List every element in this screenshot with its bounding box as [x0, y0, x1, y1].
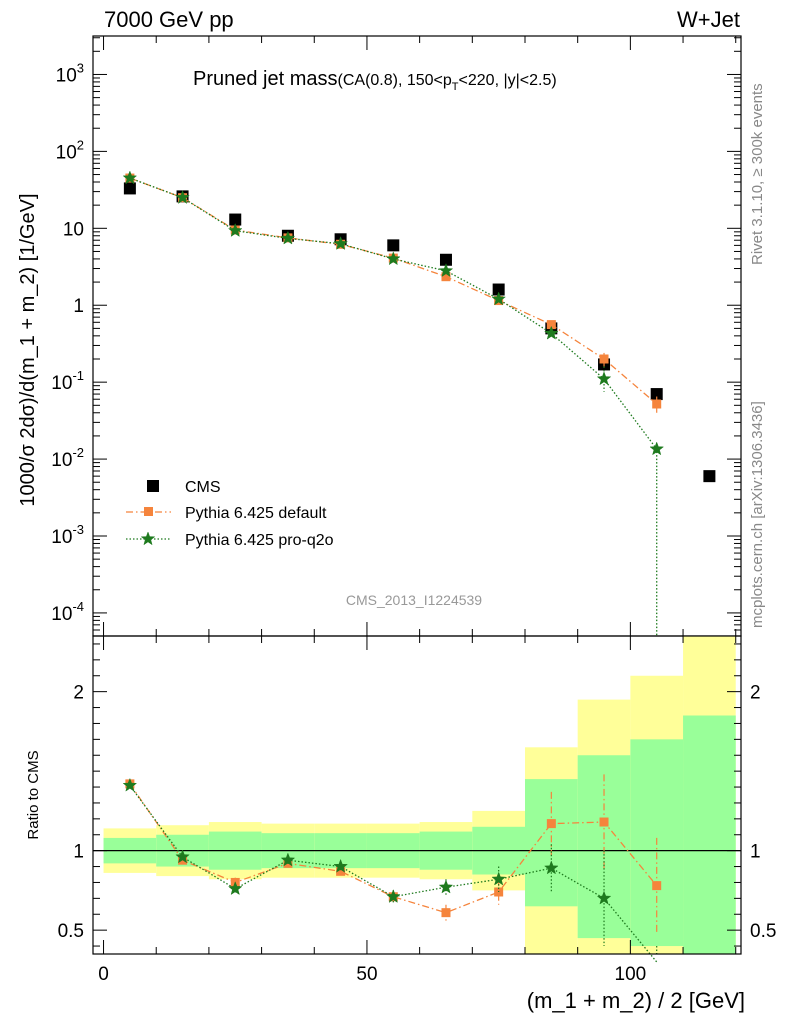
- ratio-ticks: [93, 636, 741, 954]
- x-tick-label: 100: [615, 964, 647, 985]
- main-ticks: [93, 36, 741, 636]
- pythia-proq2o-ratio-point: [596, 890, 612, 905]
- pythia-proq2o-ratio-point: [385, 889, 401, 903]
- pythia-proq2o-ratio-point: [333, 858, 348, 873]
- cms-data-point: [123, 182, 136, 195]
- ratio-y-tick-label-right: 1: [750, 842, 761, 863]
- legend-cms-marker: [147, 480, 159, 492]
- pythia-default-ratio-point: [599, 817, 609, 827]
- main-y-tick-label: 10-1: [51, 368, 84, 394]
- header-right: W+Jet: [677, 7, 740, 32]
- legend-default-label: Pythia 6.425 default: [185, 505, 327, 522]
- pythia-proq2o-data-point: [333, 235, 348, 250]
- pythia-proq2o-data-point: [227, 222, 243, 237]
- ratio-y-tick-label-left: 0.5: [58, 921, 84, 942]
- pythia-proq2o-data-point: [438, 263, 454, 278]
- legend-cms-label: CMS: [185, 479, 221, 496]
- main-title: Pruned jet mass(CA(0.8), 150<pT<220, |y|…: [193, 68, 557, 93]
- pythia-default-ratio-point: [441, 908, 451, 918]
- x-tick-label: 0: [98, 964, 109, 985]
- main-y-tick-label: 1: [73, 296, 84, 317]
- ratio-y-tick-label-left: 1: [73, 842, 84, 863]
- pythia-default-data-point: [652, 399, 662, 409]
- x-tick-label: 50: [356, 964, 377, 985]
- mcplots-reference-label: mcplots.cern.ch [arXiv:1306.3436]: [749, 401, 766, 628]
- main-y-tick-label: 10-4: [51, 599, 84, 625]
- pythia-proq2o-data-point: [280, 230, 296, 245]
- analysis-watermark: CMS_2013_I1224539: [346, 592, 482, 608]
- main-y-tick-label: 10-3: [51, 522, 84, 548]
- pythia-proq2o-data-point: [544, 325, 559, 340]
- main-panel: 10-4 10-3 10-2 10-1 1 10 102 103: [51, 35, 742, 637]
- pythia-default-ratio-point: [652, 881, 662, 891]
- legend-proq2o-label: Pythia 6.425 pro-q2o: [185, 532, 334, 549]
- pythia-default-series: [125, 173, 662, 413]
- pythia-default-ratio-point: [546, 819, 556, 829]
- ratio-inner-band: [683, 715, 736, 954]
- legend-star-shape: [140, 531, 156, 546]
- ratio-panel: 0.5 0.5 1 1 2 2: [58, 635, 777, 963]
- pythia-proq2o-ratio-point: [491, 871, 506, 886]
- pythia-proq2o-ratio-point: [544, 860, 559, 875]
- ratio-pythia-proq2o-series: [122, 777, 658, 963]
- rivet-version-label: Rivet 3.1.10, ≥ 300k events: [749, 83, 766, 265]
- cms-data-point: [387, 239, 400, 252]
- pythia-proq2o-ratio-point: [175, 849, 190, 864]
- pythia-default-ratio-point: [336, 866, 346, 876]
- main-y-tick-labels: 10-4 10-3 10-2 10-1 1 10 102 103: [51, 60, 84, 624]
- x-axis-label: (m_1 + m_2) / 2 [GeV]: [527, 988, 745, 1013]
- cms-series: [123, 182, 716, 483]
- legend: CMS Pythia 6.425 default Pythia 6.425 pr…: [126, 479, 334, 549]
- main-y-tick-label: 102: [56, 137, 84, 163]
- main-y-tick-label: 10: [63, 219, 84, 240]
- ratio-inner-band: [525, 779, 578, 907]
- pythia-proq2o-ratio-line: [129, 785, 658, 963]
- ratio-y-tick-label-left: 2: [73, 683, 84, 704]
- cms-data-point: [439, 253, 452, 266]
- ratio-uncertainty-bands: [103, 636, 736, 954]
- x-tick-labels: 0 50 100: [98, 964, 646, 985]
- pythia-proq2o-ratio-point: [227, 881, 243, 896]
- pythia-default-data-point: [441, 272, 451, 282]
- pythia-proq2o-ratio-point: [280, 852, 296, 867]
- ratio-frame: [92, 635, 742, 955]
- pythia-proq2o-data-point: [122, 170, 138, 185]
- header-left: 7000 GeV pp: [104, 7, 234, 32]
- pythia-proq2o-data-point: [649, 441, 665, 456]
- pythia-proq2o-data-point: [491, 291, 506, 306]
- pythia-proq2o-data-point: [175, 189, 190, 204]
- pythia-proq2o-ratio-point: [122, 777, 138, 792]
- pythia-proq2o-data-point: [596, 371, 612, 386]
- ratio-y-axis-label: Ratio to CMS: [25, 750, 42, 839]
- ratio-y-tick-labels: 0.5 0.5 1 1 2 2: [58, 683, 777, 943]
- main-y-tick-label: 103: [56, 60, 84, 86]
- legend-default-marker: [144, 507, 153, 516]
- pythia-default-ratio-line: [129, 783, 658, 914]
- cms-data-point: [703, 470, 716, 483]
- cms-data-point: [650, 388, 663, 401]
- pythia-default-data-point: [599, 354, 609, 364]
- main-y-axis-label: 1000/σ 2dσ)/d(m_1 + m_2) [1/GeV]: [17, 193, 39, 506]
- main-y-tick-label: 10-2: [51, 445, 84, 471]
- pythia-proq2o-data-point: [385, 251, 401, 266]
- cms-data-point: [492, 283, 505, 296]
- pythia-default-line: [129, 177, 658, 405]
- pythia-proq2o-line: [129, 177, 658, 636]
- ratio-y-tick-label-right: 2: [750, 683, 761, 704]
- pythia-default-data-point: [546, 320, 556, 330]
- pythia-proq2o-ratio-point: [438, 879, 454, 894]
- ratio-y-tick-label-right: 0.5: [750, 921, 776, 942]
- legend-proq2o-marker: [140, 531, 156, 546]
- pythia-proq2o-series: [122, 170, 665, 636]
- cms-data-point: [229, 213, 242, 226]
